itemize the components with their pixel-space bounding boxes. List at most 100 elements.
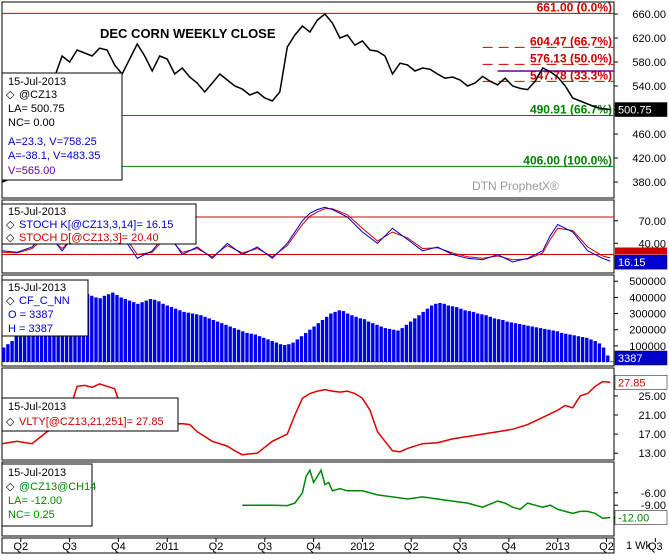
oi-bar bbox=[601, 347, 606, 362]
x-tick-label: Q2 bbox=[599, 541, 614, 553]
oi-bar bbox=[287, 344, 291, 362]
oi-bar bbox=[429, 305, 434, 362]
oi-bar bbox=[174, 308, 178, 362]
oi-bar bbox=[14, 336, 18, 362]
time-axis-frame bbox=[1, 537, 615, 554]
oi-bar bbox=[341, 311, 346, 362]
timeframe-label[interactable]: 1 Wk bbox=[626, 540, 652, 552]
oi-bar bbox=[123, 299, 127, 362]
fib-level-label: 406.00 (100.0%) bbox=[523, 153, 612, 167]
oi-bar bbox=[245, 332, 249, 362]
oi-bar bbox=[2, 347, 6, 362]
oi-bar bbox=[522, 324, 526, 362]
oi-legend-date: 15-Jul-2013 bbox=[8, 282, 66, 294]
volatility-line bbox=[1, 380, 611, 456]
fib-level-label: 661.00 (0.0%) bbox=[537, 0, 612, 14]
diamond-icon: ◇ bbox=[6, 89, 15, 101]
last-value-label: -12.00 bbox=[618, 513, 649, 525]
oi-bar bbox=[10, 341, 14, 362]
diamond-icon: ◇ bbox=[6, 481, 15, 493]
oi-bar bbox=[148, 299, 153, 362]
oi-bar bbox=[576, 336, 581, 362]
oi-bar bbox=[492, 318, 497, 362]
spread-line bbox=[242, 468, 611, 520]
oi-bar bbox=[132, 302, 136, 362]
oi-bar bbox=[127, 300, 132, 362]
oi-bar bbox=[98, 298, 102, 362]
oi-bar bbox=[316, 323, 320, 362]
x-tick-label: Q2 bbox=[13, 541, 28, 553]
price-line bbox=[1, 12, 611, 183]
vol-legend-date: 15-Jul-2013 bbox=[8, 401, 66, 413]
oi-bar bbox=[304, 332, 308, 362]
spread-legend: 15-Jul-2013 ◇ @CZ13@CH14 LA= -12.00 NC= … bbox=[1, 463, 96, 527]
oi-bar bbox=[379, 326, 383, 362]
legend-line-a1: A=23.3, V=758.25 bbox=[8, 136, 97, 148]
oi-bar bbox=[283, 345, 287, 362]
y-tick-label: 540.00 bbox=[632, 81, 666, 93]
oi-bar bbox=[220, 323, 224, 362]
oi-bar bbox=[253, 334, 258, 362]
x-tick-label: 2013 bbox=[545, 541, 569, 553]
oi-bar bbox=[501, 320, 505, 362]
oi-bar bbox=[23, 324, 27, 362]
y-tick-label: 25.00 bbox=[638, 391, 666, 403]
oi-bar bbox=[207, 318, 211, 362]
oi-bar bbox=[446, 305, 450, 362]
oi-bar bbox=[358, 318, 362, 362]
x-tick-label: Q3 bbox=[648, 541, 663, 553]
stochastics-legend-box bbox=[1, 203, 197, 245]
x-tick-label: Q4 bbox=[306, 541, 321, 553]
y-tick-label: 380.00 bbox=[632, 177, 666, 189]
oi-bar bbox=[547, 329, 551, 362]
oi-bar bbox=[115, 295, 119, 362]
oi-bar bbox=[534, 327, 539, 362]
spread-legend-last: LA= -12.00 bbox=[8, 495, 62, 507]
legend-netchange: NC= 0.00 bbox=[8, 117, 55, 129]
last-value-label: 3387 bbox=[618, 353, 642, 365]
x-tick-label: Q3 bbox=[453, 541, 468, 553]
oi-bar bbox=[413, 318, 417, 362]
oi-bar bbox=[518, 324, 522, 362]
legend-symbol: @CZ13 bbox=[19, 89, 57, 101]
oi-bar bbox=[362, 319, 367, 362]
oi-bar bbox=[90, 295, 94, 362]
legend-line-a2: A=-38.1, V=483.35 bbox=[8, 150, 100, 162]
oi-bar bbox=[6, 344, 10, 362]
oi-bar bbox=[325, 316, 329, 362]
spread-series: -12.00 bbox=[242, 468, 668, 525]
oi-bar bbox=[580, 337, 585, 362]
oi-bar bbox=[564, 333, 568, 362]
last-value-tag bbox=[614, 375, 668, 390]
oi-bar bbox=[383, 328, 388, 362]
spread-legend-netchange: NC= 0.25 bbox=[8, 509, 55, 521]
oi-legend-high: H = 3387 bbox=[8, 323, 53, 335]
oi-bar bbox=[606, 355, 610, 362]
oi-bar bbox=[249, 333, 253, 362]
oi-bar bbox=[308, 329, 312, 362]
legend-last: LA= 500.75 bbox=[8, 103, 65, 115]
y-tick-label: 40.00 bbox=[638, 238, 666, 250]
y-tick-label: -6.00 bbox=[641, 488, 666, 500]
x-tick-label: Q4 bbox=[111, 541, 126, 553]
oi-bar bbox=[346, 313, 350, 362]
open-interest-bars: 3387 bbox=[2, 292, 668, 366]
price-series: 500.75 bbox=[1, 12, 668, 183]
diamond-icon: ◇ bbox=[6, 219, 15, 231]
oi-bar bbox=[387, 328, 392, 362]
oi-bar bbox=[417, 315, 421, 362]
oi-bar bbox=[111, 292, 115, 362]
oi-bar bbox=[375, 324, 379, 362]
spread-legend-box bbox=[1, 463, 93, 527]
oi-bar bbox=[329, 313, 333, 362]
volatility-legend-box bbox=[1, 397, 179, 432]
oi-bar bbox=[140, 302, 144, 362]
oi-bar bbox=[299, 336, 304, 362]
oi-bar bbox=[513, 323, 518, 362]
x-tick-label: Q3 bbox=[257, 541, 272, 553]
vol-legend-label: VLTY[@CZ13,21,251]= 27.85 bbox=[19, 416, 164, 428]
y-tick-label: 100000 bbox=[629, 341, 666, 353]
oi-bar bbox=[555, 331, 560, 362]
oi-bar bbox=[350, 315, 354, 362]
